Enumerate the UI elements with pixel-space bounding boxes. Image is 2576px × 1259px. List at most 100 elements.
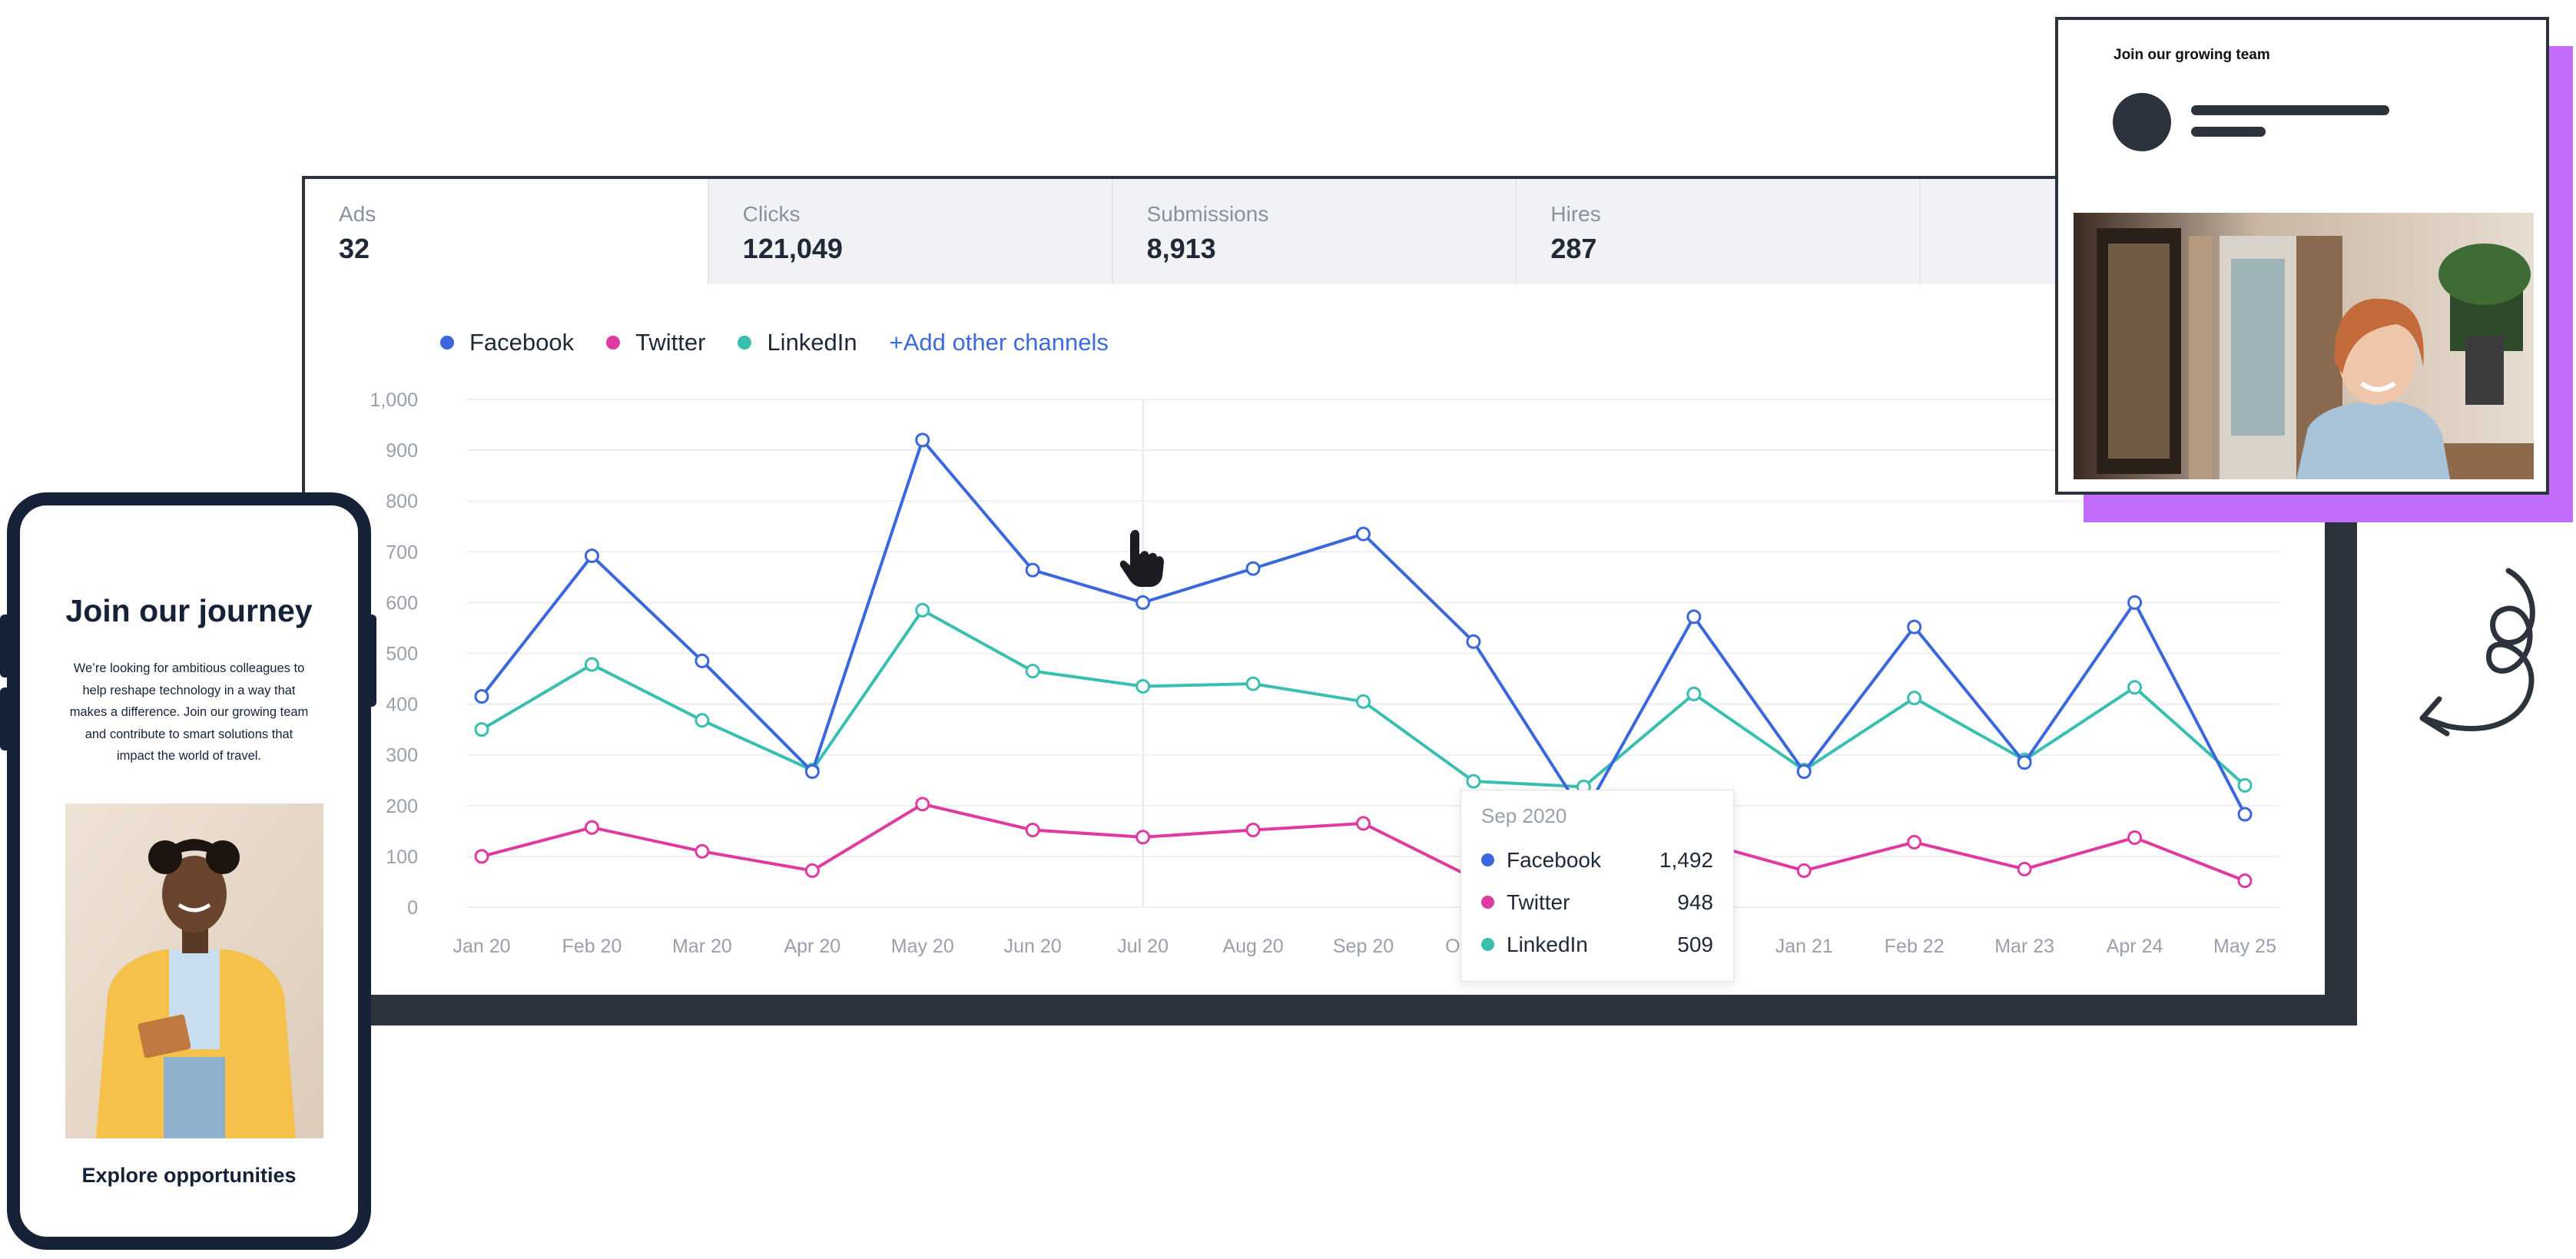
data-point-facebook [1025, 562, 1040, 578]
tooltip-row-facebook: Facebook 1,492 [1481, 839, 1713, 881]
data-point-facebook [584, 548, 599, 564]
data-point-twitter [1025, 823, 1040, 838]
data-point-twitter [1356, 816, 1371, 831]
legend-item-twitter[interactable]: Twitter [606, 329, 705, 356]
data-point-twitter [474, 849, 489, 864]
data-point-twitter [695, 843, 710, 859]
stat-label: Hires [1550, 202, 1601, 226]
data-point-twitter [1907, 834, 1922, 850]
analytics-dashboard: Ads 32 Clicks 121,049 Submissions 8,913 … [302, 176, 2328, 998]
tooltip-value: 509 [1677, 932, 1713, 956]
stat-label: Clicks [742, 202, 801, 226]
y-tick-label: 100 [386, 847, 418, 868]
y-tick-label: 600 [386, 592, 418, 614]
data-point-twitter [584, 820, 599, 835]
x-tick-label: Aug 20 [1222, 936, 1283, 957]
stat-tab-clicks[interactable]: Clicks 121,049 [709, 179, 1113, 284]
y-tick-label: 200 [386, 796, 418, 817]
data-point-facebook [695, 653, 710, 668]
avatar-placeholder [2113, 93, 2171, 151]
data-point-facebook [804, 764, 820, 780]
stat-value: 287 [1550, 233, 1597, 264]
tooltip-value: 948 [1677, 890, 1713, 914]
data-point-linkedin [1245, 676, 1261, 691]
data-point-facebook [1135, 595, 1151, 610]
data-point-twitter [2017, 861, 2032, 876]
card-title: Join our growing team [2114, 47, 2270, 63]
add-channels-link[interactable]: +Add other channels [889, 329, 1109, 356]
tooltip-dot-icon [1481, 938, 1494, 951]
pointer-hand-icon [1118, 528, 1167, 594]
data-point-twitter [1135, 830, 1151, 845]
x-tick-label: Mar 20 [672, 936, 732, 957]
chart-legend: Facebook Twitter LinkedIn +Add other cha… [440, 329, 1109, 356]
y-tick-label: 1,000 [370, 389, 418, 411]
y-tick-label: 700 [386, 542, 418, 563]
text-placeholder-line [2191, 127, 2266, 137]
stat-tab-submissions[interactable]: Submissions 8,913 [1113, 179, 1517, 284]
x-tick-label: Jun 20 [1004, 936, 1062, 957]
stat-tab-hires[interactable]: Hires 287 [1517, 179, 1921, 284]
x-tick-label: Feb 22 [1885, 936, 1944, 957]
tooltip-label: LinkedIn [1507, 932, 1588, 956]
y-tick-label: 900 [386, 440, 418, 462]
curly-arrow-icon [2416, 565, 2554, 753]
tooltip-row-linkedin: LinkedIn 509 [1481, 923, 1713, 966]
x-tick-label: May 25 [2213, 936, 2276, 957]
x-tick-label: May 20 [891, 936, 954, 957]
office-woman-photo [2074, 213, 2534, 479]
x-tick-label: Jan 20 [453, 936, 510, 957]
tooltip-row-twitter: Twitter 948 [1481, 881, 1713, 923]
y-tick-label: 300 [386, 745, 418, 767]
chart-tooltip: Sep 2020 Facebook 1,492 Twitter 948 Link… [1460, 790, 1734, 982]
x-tick-label: Sep 20 [1333, 936, 1394, 957]
data-point-facebook [2127, 595, 2143, 610]
phone-mockup: Join our journey We’re looking for ambit… [7, 492, 371, 1250]
data-point-facebook [915, 432, 930, 448]
explore-opportunities-link[interactable]: Explore opportunities [81, 1164, 297, 1187]
data-point-facebook [1466, 634, 1481, 649]
data-point-linkedin [695, 713, 710, 728]
legend-item-facebook[interactable]: Facebook [440, 329, 574, 356]
line-chart: 1,000 900 800 700 600 500 400 300 200 100 0 Jan 20 F… [370, 389, 2279, 957]
stat-value: 8,913 [1146, 233, 1216, 264]
data-point-facebook [1907, 619, 1922, 634]
stat-tab-ads[interactable]: Ads 32 [305, 179, 709, 284]
data-point-linkedin [584, 657, 599, 672]
data-point-linkedin [915, 602, 930, 618]
y-tick-label: 500 [386, 644, 418, 665]
stat-label: Submissions [1146, 202, 1269, 226]
phone-title: Join our journey [65, 593, 313, 628]
y-tick-label: 400 [386, 694, 418, 716]
data-point-twitter [915, 797, 930, 812]
tooltip-dot-icon [1481, 853, 1494, 866]
data-point-twitter [1796, 863, 1812, 878]
data-point-twitter [2127, 830, 2143, 845]
data-point-facebook [1796, 764, 1812, 780]
x-tick-label: Jan 21 [1775, 936, 1833, 957]
series-line-twitter [481, 802, 2246, 883]
legend-dot-icon [440, 336, 454, 350]
data-point-twitter [804, 863, 820, 878]
x-tick-label: Mar 23 [1994, 936, 2054, 957]
data-point-linkedin [474, 722, 489, 737]
data-point-facebook [474, 689, 489, 704]
tooltip-dot-icon [1481, 896, 1494, 909]
y-tick-label: 800 [386, 491, 418, 512]
woman-portrait-photo [65, 803, 323, 1138]
tooltip-value: 1,492 [1659, 847, 1713, 872]
x-tick-label: Apr 20 [784, 936, 840, 957]
legend-item-linkedin[interactable]: LinkedIn [738, 329, 857, 356]
data-point-linkedin [2237, 777, 2253, 793]
data-point-linkedin [1135, 678, 1151, 694]
stat-label: Ads [339, 202, 376, 226]
job-card: Join our growing team [2055, 17, 2549, 495]
data-point-linkedin [1025, 664, 1040, 679]
data-point-facebook [2237, 807, 2253, 822]
data-point-facebook [1686, 609, 1702, 625]
tooltip-title: Sep 2020 [1481, 804, 1567, 827]
legend-dot-icon [606, 336, 621, 350]
data-point-twitter [2237, 873, 2253, 889]
data-point-linkedin [1356, 694, 1371, 709]
data-point-facebook [1245, 561, 1261, 576]
